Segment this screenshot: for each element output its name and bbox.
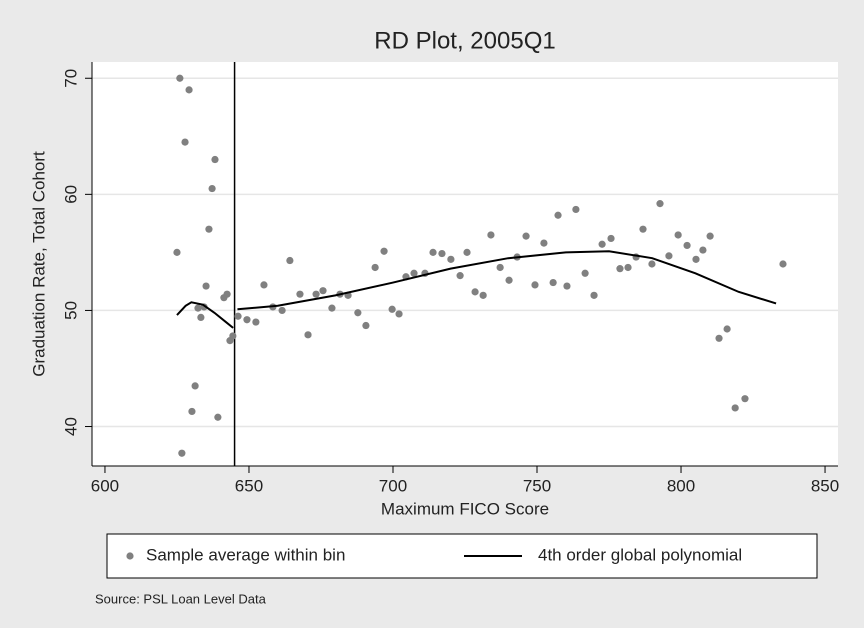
data-point [197, 313, 205, 322]
y-tick-label: 70 [61, 69, 80, 88]
data-point [590, 291, 598, 299]
data-point [173, 248, 181, 256]
data-point [723, 325, 731, 333]
data-point [304, 331, 312, 339]
data-point [522, 232, 530, 240]
data-point [188, 407, 196, 416]
data-point [479, 291, 487, 299]
data-point [223, 290, 231, 298]
data-point [487, 231, 495, 239]
data-point [505, 276, 513, 284]
x-tick-label: 650 [235, 476, 263, 495]
fit-line [176, 301, 234, 329]
data-point [648, 260, 656, 268]
data-point [243, 316, 251, 324]
data-point [178, 449, 186, 457]
data-point [438, 249, 446, 258]
legend-symbol [126, 552, 134, 560]
data-point [616, 265, 624, 273]
data-point [531, 281, 539, 289]
data-point [319, 287, 327, 295]
data-point [456, 272, 464, 280]
data-point [278, 306, 286, 315]
plot-area [92, 62, 838, 466]
data-point [683, 241, 691, 250]
data-point [234, 312, 242, 320]
data-point [656, 200, 664, 208]
data-point [328, 304, 336, 312]
data-point [624, 263, 632, 272]
data-point [471, 288, 479, 296]
y-axis-label: Graduation Rate, Total Cohort [29, 151, 48, 377]
data-point [185, 86, 193, 94]
data-point [639, 225, 647, 233]
data-point [380, 247, 388, 255]
data-point [699, 246, 707, 254]
data-point [354, 309, 362, 317]
data-point [741, 395, 749, 403]
data-point [572, 205, 580, 214]
y-tick-label: 40 [61, 417, 80, 436]
data-point [194, 304, 202, 312]
data-point [563, 282, 571, 290]
data-point [598, 240, 606, 248]
data-point [181, 138, 189, 146]
data-point [715, 334, 723, 342]
data-point [410, 269, 418, 277]
data-point [260, 281, 268, 289]
legend-label: Sample average within bin [146, 545, 345, 564]
data-point [554, 211, 562, 219]
data-point [463, 248, 471, 256]
data-point [549, 278, 557, 287]
legend [106, 533, 818, 579]
data-point [252, 318, 260, 326]
data-point [429, 248, 437, 256]
data-point [312, 290, 320, 298]
data-point [176, 74, 184, 82]
data-point [607, 234, 615, 243]
x-tick-label: 700 [379, 476, 407, 495]
data-point [214, 413, 222, 421]
data-point [674, 231, 682, 239]
data-point [581, 269, 589, 277]
data-point [395, 310, 403, 318]
x-tick-label: 600 [91, 476, 119, 495]
source-note: Source: PSL Loan Level Data [95, 591, 267, 606]
data-point [202, 282, 210, 290]
y-tick-label: 50 [61, 301, 80, 320]
data-point [286, 256, 294, 265]
x-tick-label: 850 [811, 476, 839, 495]
chart-title: RD Plot, 2005Q1 [374, 27, 555, 54]
data-point [447, 255, 455, 263]
y-tick-label: 60 [61, 185, 80, 204]
data-point [388, 305, 396, 313]
data-point [779, 260, 787, 268]
data-point [706, 232, 714, 240]
data-point [211, 155, 219, 164]
data-point [731, 404, 739, 412]
data-point [665, 252, 673, 260]
data-point [296, 290, 304, 298]
x-tick-label: 800 [667, 476, 695, 495]
data-point [540, 239, 548, 247]
data-point [191, 382, 199, 390]
legend-label: 4th order global polynomial [538, 545, 742, 564]
data-point [208, 184, 216, 193]
data-point [229, 332, 237, 340]
fit-line [237, 250, 777, 311]
data-point [692, 255, 700, 263]
data-point [496, 263, 504, 272]
data-point [362, 321, 370, 330]
x-tick-label: 750 [523, 476, 551, 495]
data-point [371, 263, 379, 272]
x-axis-label: Maximum FICO Score [381, 499, 549, 518]
data-point [205, 225, 213, 233]
